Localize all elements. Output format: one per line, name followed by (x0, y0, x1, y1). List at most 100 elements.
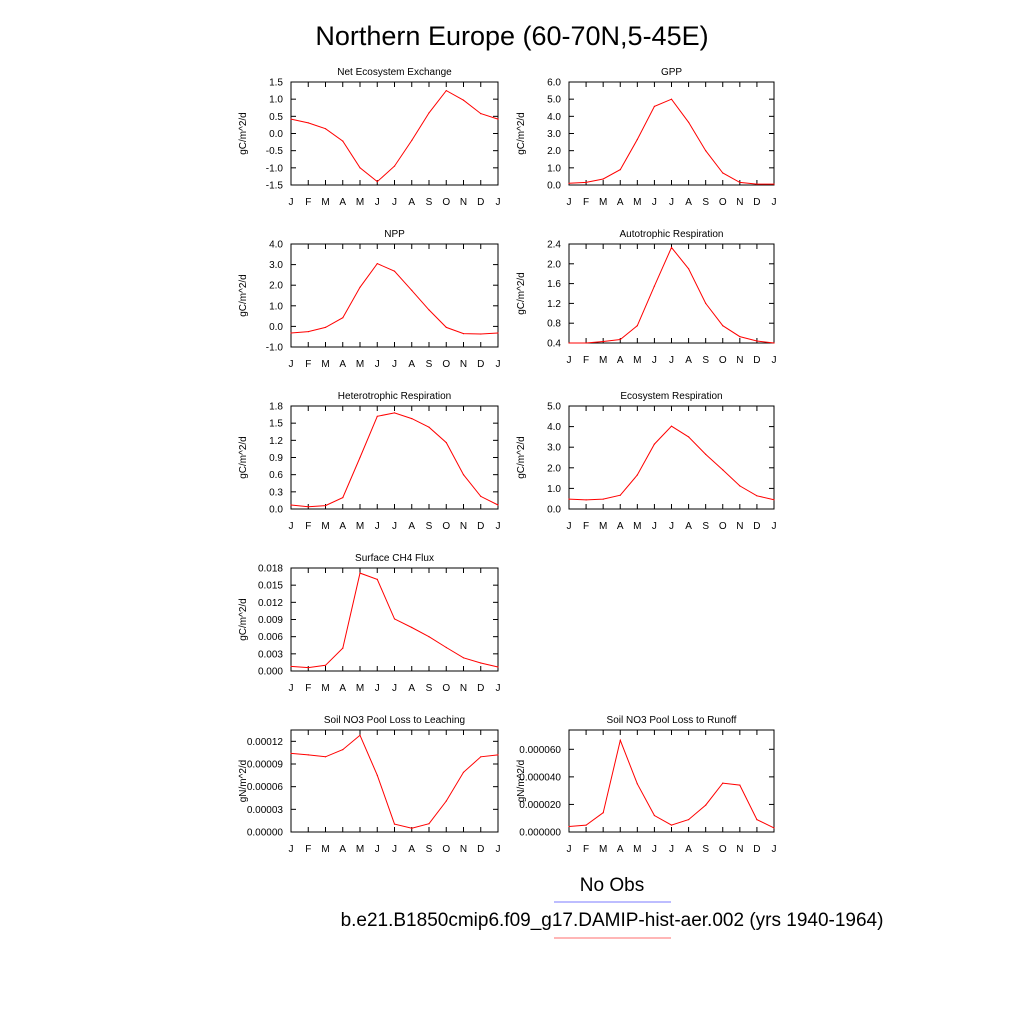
data-point (342, 317, 344, 319)
x-tick-label: A (685, 197, 692, 208)
x-tick-label: A (339, 683, 346, 694)
y-tick-label: 6.0 (547, 78, 561, 89)
data-point (705, 453, 707, 455)
x-tick-label: F (583, 844, 589, 855)
data-point (324, 326, 327, 328)
x-tick-label: O (442, 683, 450, 694)
y-tick-label: 1.2 (547, 299, 561, 310)
y-tick-label: 2.0 (547, 259, 561, 270)
y-tick-label: 0.00003 (247, 805, 284, 816)
x-tick-label: S (702, 521, 709, 532)
x-tick-label: J (375, 683, 380, 694)
data-point (480, 495, 482, 497)
x-tick-label: N (460, 844, 467, 855)
data-point (636, 138, 638, 141)
data-point (342, 749, 344, 751)
y-tick-label: 1.5 (269, 419, 283, 430)
x-tick-label: M (633, 355, 641, 366)
data-point (705, 150, 707, 152)
x-tick-label: J (392, 359, 397, 370)
x-tick-label: S (702, 197, 709, 208)
data-point (393, 412, 396, 414)
x-tick-label: D (477, 359, 484, 370)
data-point (636, 783, 638, 785)
x-tick-label: M (356, 683, 364, 694)
x-tick-label: F (305, 521, 311, 532)
x-tick-label: J (392, 197, 397, 208)
x-tick-label: F (583, 197, 589, 208)
data-point (445, 646, 447, 649)
data-point (739, 181, 741, 183)
data-point (342, 497, 344, 499)
x-tick-label: N (736, 197, 743, 208)
y-tick-label: 1.6 (547, 279, 561, 290)
y-tick-label: 0.006 (258, 632, 283, 643)
data-point (393, 823, 396, 825)
data-point (324, 664, 327, 666)
x-tick-label: A (339, 521, 346, 532)
x-tick-label: J (652, 197, 657, 208)
x-tick-label: M (321, 844, 329, 855)
x-tick-label: J (375, 521, 380, 532)
x-tick-label: J (652, 521, 657, 532)
x-tick-label: O (719, 521, 727, 532)
x-tick-label: D (753, 521, 760, 532)
data-point (602, 178, 604, 180)
data-point (376, 578, 378, 581)
x-tick-label: O (719, 355, 727, 366)
x-tick-label: F (583, 521, 589, 532)
x-tick-label: M (599, 355, 607, 366)
data-point (497, 754, 499, 756)
data-point (619, 494, 621, 496)
x-tick-label: A (408, 521, 415, 532)
data-point (705, 302, 707, 304)
data-point (428, 823, 430, 825)
x-tick-label: J (652, 844, 657, 855)
data-point (428, 636, 430, 638)
y-axis-label: gN/m^2/d (238, 760, 249, 803)
y-tick-label: 0.00006 (247, 782, 284, 793)
x-tick-label: A (339, 359, 346, 370)
x-tick-label: J (496, 844, 501, 855)
data-point (497, 504, 499, 506)
data-point (411, 139, 413, 141)
x-tick-label: J (772, 844, 777, 855)
y-axis-label: gC/m^2/d (238, 112, 249, 155)
x-tick-label: J (669, 844, 674, 855)
data-point (445, 442, 447, 444)
data-point (411, 626, 413, 629)
data-point (653, 285, 656, 287)
y-tick-label: -0.5 (266, 146, 284, 157)
legend-model-label: b.e21.B1850cmip6.f09_g17.DAMIP-hist-aer.… (341, 910, 884, 931)
data-line (290, 412, 499, 508)
y-tick-label: -1.0 (266, 343, 284, 354)
panel-title: Autotrophic Respiration (620, 229, 724, 240)
y-tick-label: 0.000040 (519, 772, 561, 783)
x-tick-label: A (617, 197, 624, 208)
data-point (445, 90, 447, 92)
x-tick-label: J (567, 355, 572, 366)
y-axis-label: gC/m^2/d (238, 436, 249, 479)
data-point (739, 336, 741, 338)
data-point (428, 309, 430, 311)
data-point (756, 340, 758, 342)
data-point (619, 739, 621, 741)
x-tick-label: A (408, 844, 415, 855)
x-tick-label: D (477, 521, 484, 532)
data-point (568, 342, 570, 344)
data-point (670, 98, 673, 100)
data-point (585, 824, 587, 826)
x-tick-label: S (426, 844, 433, 855)
x-tick-label: J (289, 844, 294, 855)
y-axis-label: gN/m^2/d (516, 760, 527, 803)
data-point (739, 485, 741, 487)
panel-title: Soil NO3 Pool Loss to Leaching (324, 715, 465, 726)
x-tick-label: J (375, 359, 380, 370)
x-tick-label: N (460, 521, 467, 532)
data-point (773, 499, 775, 501)
data-point (756, 495, 758, 497)
